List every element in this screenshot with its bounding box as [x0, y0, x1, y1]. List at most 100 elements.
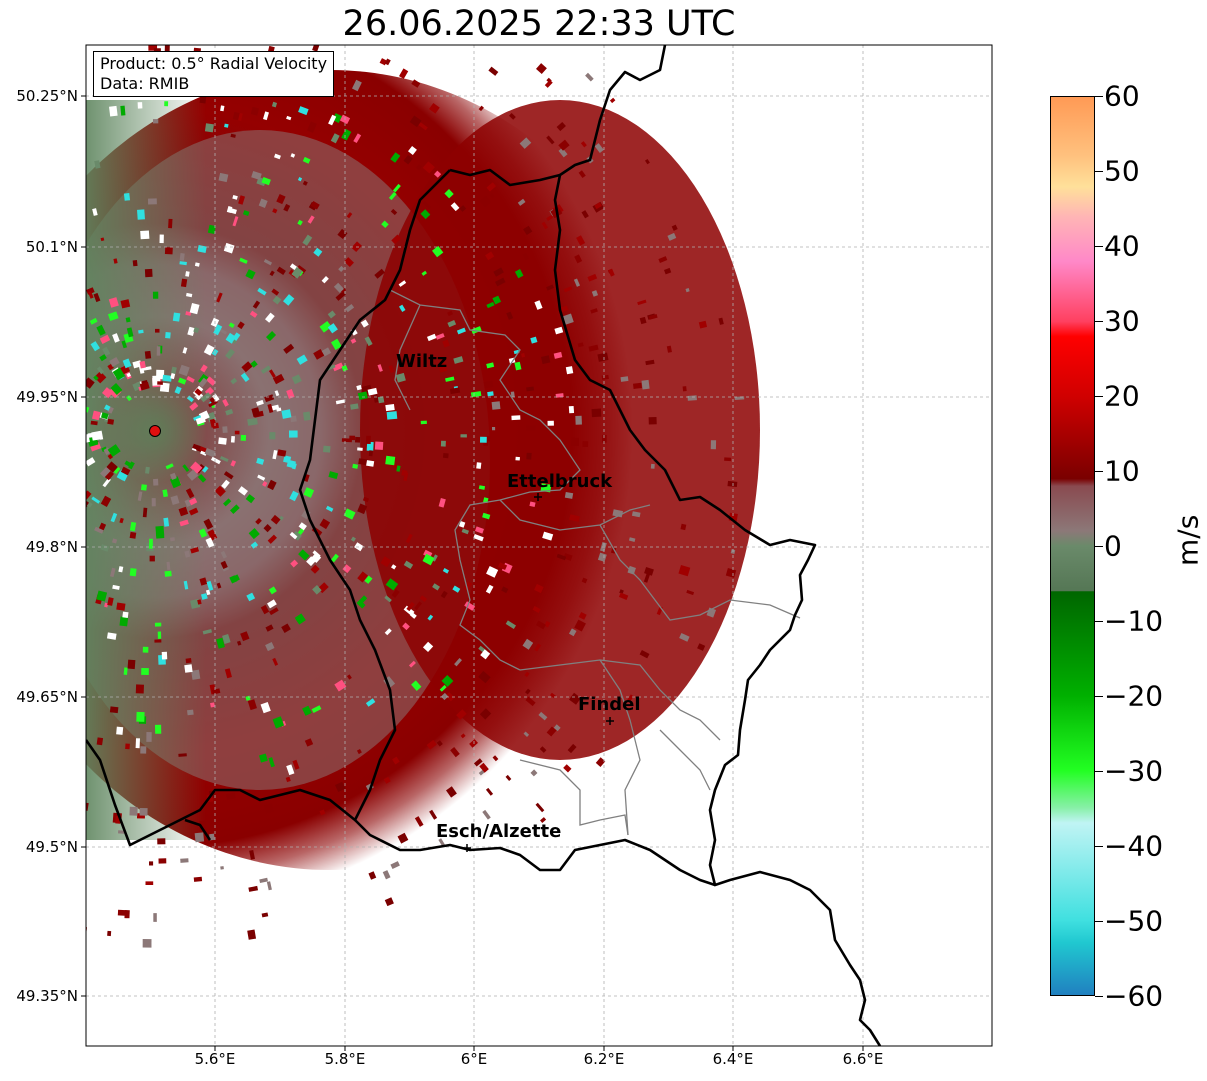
echo-pixel — [302, 156, 311, 164]
echo-pixel — [532, 605, 541, 613]
echo-pixel — [350, 403, 359, 410]
data-source-label: Data: RMIB — [100, 74, 190, 93]
echo-pixel — [360, 319, 369, 328]
echo-pixel — [169, 472, 177, 481]
echo-pixel — [648, 314, 658, 320]
y-tick-label: 50.25°N — [16, 87, 78, 105]
echo-pixel — [110, 512, 118, 523]
echo-pixel — [648, 416, 657, 425]
echo-pixel — [188, 507, 199, 516]
echo-pixel — [269, 369, 276, 378]
product-info-box: Product: 0.5° Radial Velocity Data: RMIB — [93, 51, 335, 97]
echo-pixel — [291, 530, 302, 541]
echo-pixel — [488, 66, 499, 76]
echo-pixel — [94, 371, 107, 384]
echo-pixel — [89, 442, 102, 452]
echo-pixel — [170, 495, 180, 505]
echo-pixel — [267, 534, 277, 544]
echo-pixel — [137, 491, 143, 501]
echo-pixel — [335, 781, 346, 792]
echo-pixel — [415, 164, 422, 171]
echo-pixel — [91, 496, 101, 504]
echo-pixel — [251, 407, 261, 418]
echo-pixel — [230, 460, 237, 467]
echo-pixel — [650, 463, 655, 469]
colorbar-tick — [1095, 246, 1103, 247]
echo-pixel — [179, 253, 185, 261]
echo-pixel — [122, 611, 129, 618]
echo-pixel — [212, 393, 220, 402]
echo-pixel — [434, 170, 442, 178]
echo-pixel — [637, 299, 647, 306]
echo-pixel — [208, 400, 217, 408]
echo-pixel — [229, 504, 240, 515]
echo-pixel — [511, 415, 521, 421]
echo-pixel — [311, 552, 322, 563]
echo-pixel — [491, 401, 501, 410]
y-tick-label: 49.8°N — [25, 538, 78, 556]
echo-pixel — [485, 584, 494, 594]
echo-pixel — [421, 270, 427, 276]
echo-pixel — [256, 399, 264, 406]
echo-pixel — [255, 517, 262, 525]
echo-pixel — [541, 355, 551, 365]
echo-pixel — [258, 753, 268, 763]
echo-pixel — [100, 237, 105, 242]
echo-pixel — [473, 534, 484, 542]
echo-pixel — [230, 436, 235, 443]
echo-pixel — [356, 384, 362, 391]
echo-pixel — [107, 418, 115, 425]
echo-pixel — [544, 620, 551, 628]
echo-pixel — [220, 105, 225, 112]
echo-pixel — [86, 490, 92, 500]
echo-pixel — [126, 327, 134, 338]
echo-pixel — [106, 632, 117, 640]
echo-pixel — [492, 755, 499, 762]
echo-pixel — [157, 838, 166, 845]
echo-pixel — [341, 365, 348, 372]
echo-pixel — [263, 258, 273, 266]
echo-pixel — [107, 444, 121, 457]
echo-pixel — [225, 348, 235, 360]
echo-pixel — [164, 247, 173, 255]
echo-pixel — [307, 121, 317, 133]
echo-pixel — [534, 643, 542, 652]
echo-pixel — [474, 526, 484, 534]
echo-pixel — [479, 708, 492, 720]
echo-pixel — [685, 288, 690, 293]
echo-pixel — [563, 553, 573, 561]
colorbar-tick — [1095, 171, 1103, 172]
echo-pixel — [221, 479, 230, 489]
echo-pixel — [422, 553, 435, 566]
echo-pixel — [248, 885, 259, 892]
echo-pixel — [327, 323, 338, 334]
echo-pixel — [597, 552, 607, 562]
echo-pixel — [432, 583, 440, 591]
echo-pixel — [482, 512, 491, 520]
echo-pixel — [302, 705, 312, 716]
echo-pixel — [392, 183, 401, 193]
echo-pixel — [286, 764, 295, 776]
echo-pixel — [266, 331, 277, 342]
echo-pixel — [346, 212, 353, 219]
echo-pixel — [144, 268, 153, 278]
echo-pixel — [341, 128, 352, 141]
echo-pixel — [193, 876, 203, 882]
echo-pixel — [239, 257, 248, 264]
echo-pixel — [710, 440, 717, 450]
echo-pixel — [390, 208, 398, 216]
echo-pixel — [189, 402, 199, 411]
echo-pixel — [158, 858, 167, 864]
echo-pixel — [272, 449, 278, 460]
echo-pixel — [283, 455, 292, 464]
echo-pixel — [154, 639, 162, 643]
colorbar-tick — [1095, 96, 1103, 97]
echo-pixel — [172, 312, 181, 322]
echo-pixel — [249, 850, 255, 860]
echo-pixel — [109, 706, 119, 714]
echo-pixel — [193, 327, 200, 334]
echo-pixel — [248, 527, 260, 540]
echo-pixel — [382, 870, 391, 880]
echo-pixel — [535, 802, 545, 813]
